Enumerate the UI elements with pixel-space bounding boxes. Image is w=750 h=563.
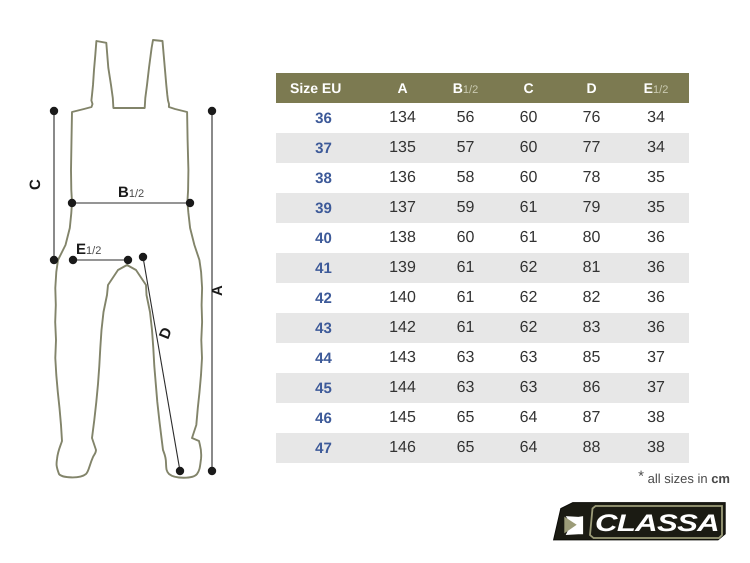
svg-text:A: A [209,285,226,296]
svg-text:CLASSA: CLASSA [595,510,719,537]
svg-text:C: C [27,179,44,190]
